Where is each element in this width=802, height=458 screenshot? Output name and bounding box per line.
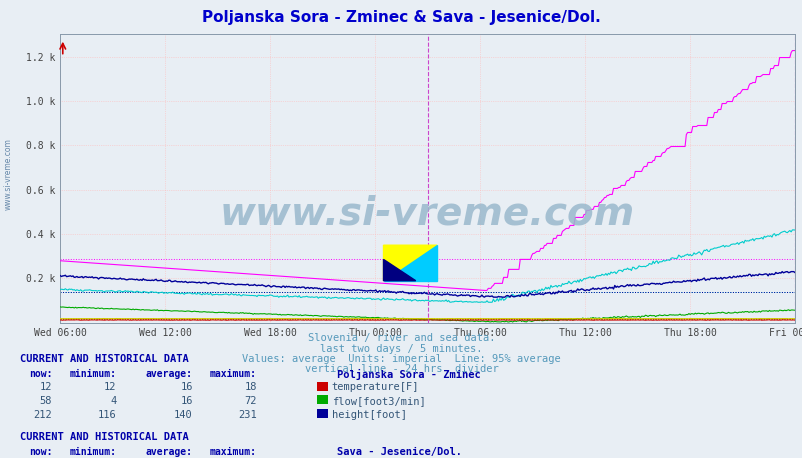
Text: Poljanska Sora - Zminec & Sava - Jesenice/Dol.: Poljanska Sora - Zminec & Sava - Jesenic… bbox=[202, 10, 600, 25]
Text: 116: 116 bbox=[98, 410, 116, 420]
Text: Values: average  Units: imperial  Line: 95% average: Values: average Units: imperial Line: 95… bbox=[242, 354, 560, 364]
Text: 58: 58 bbox=[39, 396, 52, 406]
Text: 12: 12 bbox=[103, 382, 116, 393]
Text: www.si-vreme.com: www.si-vreme.com bbox=[3, 138, 13, 210]
Text: minimum:: minimum: bbox=[69, 369, 116, 379]
Text: average:: average: bbox=[145, 369, 192, 379]
Text: Slovenia / river and sea data.: Slovenia / river and sea data. bbox=[307, 333, 495, 344]
Polygon shape bbox=[383, 245, 436, 281]
Text: 16: 16 bbox=[180, 382, 192, 393]
Text: temperature[F]: temperature[F] bbox=[331, 382, 419, 393]
Polygon shape bbox=[383, 259, 415, 281]
Text: 140: 140 bbox=[174, 410, 192, 420]
Text: 18: 18 bbox=[244, 382, 257, 393]
Text: Sava - Jesenice/Dol.: Sava - Jesenice/Dol. bbox=[337, 447, 462, 457]
Text: 231: 231 bbox=[238, 410, 257, 420]
Text: 212: 212 bbox=[34, 410, 52, 420]
Text: maximum:: maximum: bbox=[209, 447, 257, 457]
Text: CURRENT AND HISTORICAL DATA: CURRENT AND HISTORICAL DATA bbox=[20, 432, 188, 442]
Text: flow[foot3/min]: flow[foot3/min] bbox=[331, 396, 425, 406]
Text: height[foot]: height[foot] bbox=[331, 410, 406, 420]
Text: CURRENT AND HISTORICAL DATA: CURRENT AND HISTORICAL DATA bbox=[20, 354, 188, 364]
Text: 72: 72 bbox=[244, 396, 257, 406]
Text: now:: now: bbox=[29, 369, 52, 379]
Text: Poljanska Sora - Zminec: Poljanska Sora - Zminec bbox=[337, 369, 480, 380]
Text: maximum:: maximum: bbox=[209, 369, 257, 379]
Polygon shape bbox=[383, 245, 436, 281]
Text: 12: 12 bbox=[39, 382, 52, 393]
Text: average:: average: bbox=[145, 447, 192, 457]
Text: 4: 4 bbox=[110, 396, 116, 406]
Text: 16: 16 bbox=[180, 396, 192, 406]
Text: last two days / 5 minutes.: last two days / 5 minutes. bbox=[320, 344, 482, 354]
Text: now:: now: bbox=[29, 447, 52, 457]
Text: vertical line - 24 hrs  divider: vertical line - 24 hrs divider bbox=[304, 364, 498, 374]
Text: minimum:: minimum: bbox=[69, 447, 116, 457]
Text: www.si-vreme.com: www.si-vreme.com bbox=[220, 194, 634, 232]
